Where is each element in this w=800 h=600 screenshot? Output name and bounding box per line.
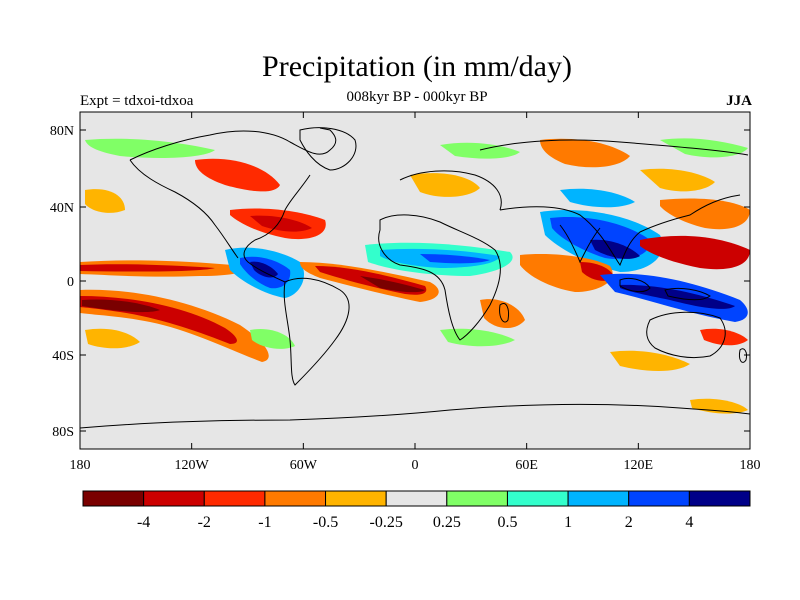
colorbar-label: 0.5 (497, 514, 517, 531)
colorbar-label: 4 (685, 514, 693, 531)
map-panel (79, 111, 751, 450)
colorbar-swatch (567, 490, 630, 507)
coastlines (80, 127, 750, 429)
lon-tick-label: 0 (412, 458, 419, 473)
season-label: JJA (726, 93, 752, 109)
colorbar-swatch (385, 490, 448, 507)
lat-tick-label: 40N (50, 201, 74, 216)
colorbar-label: 0.25 (433, 514, 461, 531)
lon-tick-label: 60W (290, 458, 318, 473)
colorbar-label: 1 (564, 514, 572, 531)
latitude-axis: 80N 40N 0 40S 80S (50, 124, 750, 440)
lon-tick-label: 180 (740, 458, 761, 473)
colorbar-label: -0.25 (370, 514, 403, 531)
experiment-label: Expt = tdxoi-tdxoa (80, 93, 194, 109)
lat-tick-label: 40S (52, 349, 74, 364)
colorbar-swatch (446, 490, 508, 507)
longitude-axis: 180 120W 60W 0 60E 120E 180 (70, 112, 761, 473)
lon-tick-label: 180 (70, 458, 91, 473)
colorbar-swatch (628, 490, 690, 507)
colorbar-swatch (325, 490, 387, 507)
colorbar: -4 -2 -1 -0.5 -0.25 0.25 0.5 1 2 4 (82, 490, 751, 531)
lon-tick-label: 120W (175, 458, 210, 473)
chart-title: Precipitation (in mm/day) (262, 50, 572, 83)
lon-tick-label: 120E (624, 458, 654, 473)
colorbar-swatch (143, 490, 205, 507)
lat-tick-label: 80S (52, 425, 74, 440)
colorbar-swatch (82, 490, 145, 507)
lon-tick-label: 60E (515, 458, 538, 473)
colorbar-label: -2 (198, 514, 211, 531)
colorbar-label: -4 (137, 514, 150, 531)
lat-tick-label: 80N (50, 124, 74, 139)
colorbar-label: -0.5 (313, 514, 338, 531)
colorbar-swatch (506, 490, 569, 507)
colorbar-label: 2 (625, 514, 633, 531)
lat-tick-label: 0 (67, 275, 74, 290)
colorbar-swatch (203, 490, 266, 507)
colorbar-swatch (688, 490, 751, 507)
precip-anomaly-field (80, 138, 750, 414)
colorbar-swatch (264, 490, 327, 507)
chart-subtitle: 008kyr BP - 000kyr BP (346, 89, 488, 105)
colorbar-label: -1 (258, 514, 271, 531)
